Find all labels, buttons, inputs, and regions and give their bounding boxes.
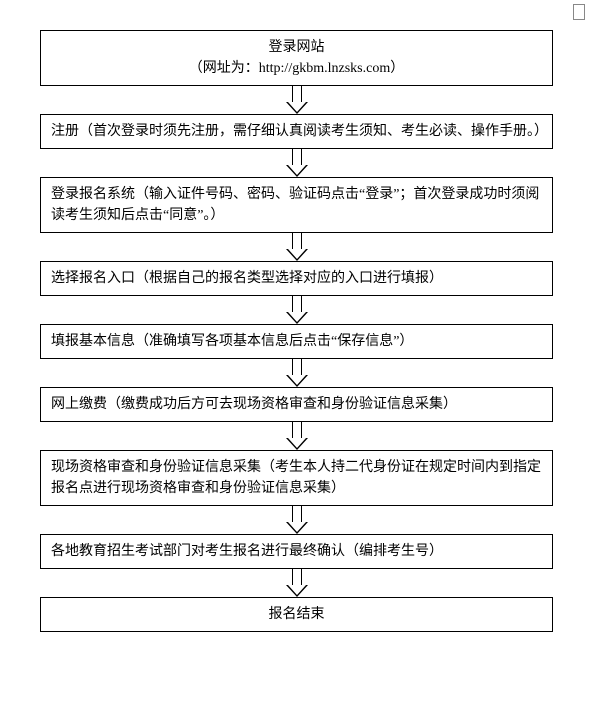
flow-node-select-entry: 选择报名入口（根据自己的报名类型选择对应的入口进行填报） (40, 261, 553, 296)
flow-node-fill-info: 填报基本信息（准确填写各项基本信息后点击“保存信息”） (40, 324, 553, 359)
flow-node-onsite-verify: 现场资格审查和身份验证信息采集（考生本人持二代身份证在规定时间内到指定报名点进行… (40, 450, 553, 506)
flow-node-login-system: 登录报名系统（输入证件号码、密码、验证码点击“登录”；首次登录成功时须阅读考生须… (40, 177, 553, 233)
flow-node-register: 注册（首次登录时须先注册，需仔细认真阅读考生须知、考生必读、操作手册。） (40, 114, 553, 149)
flow-node-text: 报名结束 (51, 604, 542, 625)
flow-node-text: 登录报名系统（输入证件号码、密码、验证码点击“登录”；首次登录成功时须阅读考生须… (51, 184, 542, 226)
flow-node-text: 登录网站 (51, 37, 542, 58)
flow-arrow (286, 86, 308, 114)
flow-node-text: 选择报名入口（根据自己的报名类型选择对应的入口进行填报） (51, 268, 542, 289)
flow-node-text: 填报基本信息（准确填写各项基本信息后点击“保存信息”） (51, 331, 542, 352)
flow-node-text: 现场资格审查和身份验证信息采集（考生本人持二代身份证在规定时间内到指定报名点进行… (51, 457, 542, 499)
flow-node-final-confirm: 各地教育招生考试部门对考生报名进行最终确认（编排考生号） (40, 534, 553, 569)
flow-arrow (286, 359, 308, 387)
flow-arrow (286, 506, 308, 534)
flow-arrow (286, 149, 308, 177)
flow-node-end: 报名结束 (40, 597, 553, 632)
flow-node-text: 各地教育招生考试部门对考生报名进行最终确认（编排考生号） (51, 541, 542, 562)
flow-node-text: 注册（首次登录时须先注册，需仔细认真阅读考生须知、考生必读、操作手册。） (51, 121, 542, 142)
flow-node-payment: 网上缴费（缴费成功后方可去现场资格审查和身份验证信息采集） (40, 387, 553, 422)
flow-arrow (286, 296, 308, 324)
flow-node-text: 网上缴费（缴费成功后方可去现场资格审查和身份验证信息采集） (51, 394, 542, 415)
flow-arrow (286, 422, 308, 450)
page-corner-mark (573, 4, 585, 20)
flow-arrow (286, 233, 308, 261)
flow-node-text: （网址为：http://gkbm.lnzsks.com） (51, 58, 542, 79)
flowchart-container: 登录网站 （网址为：http://gkbm.lnzsks.com） 注册（首次登… (40, 30, 553, 632)
flow-node-login-site: 登录网站 （网址为：http://gkbm.lnzsks.com） (40, 30, 553, 86)
flow-arrow (286, 569, 308, 597)
